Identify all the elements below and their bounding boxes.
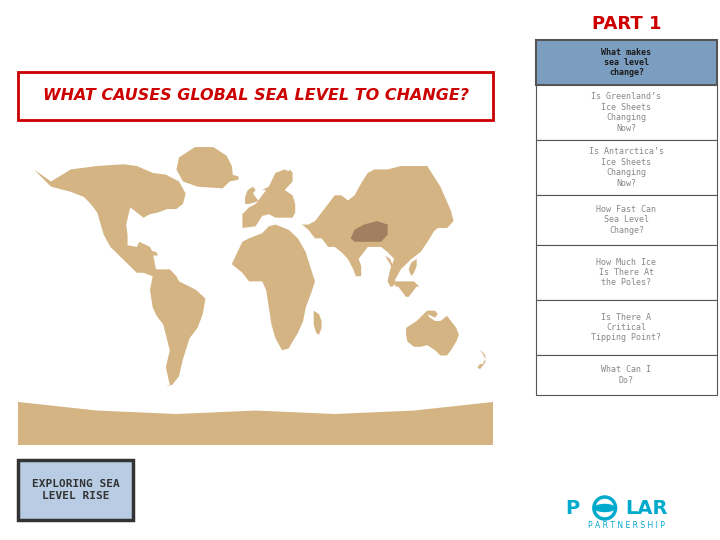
Bar bbox=[536, 40, 717, 85]
Bar bbox=[536, 195, 717, 245]
Polygon shape bbox=[262, 170, 292, 193]
Polygon shape bbox=[406, 310, 459, 355]
Bar bbox=[536, 300, 717, 355]
Text: EXPLORING SEA
LEVEL RISE: EXPLORING SEA LEVEL RISE bbox=[32, 479, 120, 501]
Text: LAR: LAR bbox=[625, 498, 667, 517]
Polygon shape bbox=[232, 225, 315, 350]
Text: P A R T N E R S H I P: P A R T N E R S H I P bbox=[588, 522, 665, 530]
Polygon shape bbox=[222, 174, 238, 181]
Text: Is There A
Critical
Tipping Point?: Is There A Critical Tipping Point? bbox=[591, 313, 662, 342]
Text: How Much Ice
Is There At
the Poles?: How Much Ice Is There At the Poles? bbox=[596, 258, 657, 287]
Bar bbox=[536, 355, 717, 395]
Polygon shape bbox=[245, 187, 258, 204]
Bar bbox=[536, 140, 717, 195]
Polygon shape bbox=[409, 259, 417, 276]
Polygon shape bbox=[385, 255, 395, 287]
Polygon shape bbox=[34, 164, 186, 276]
Polygon shape bbox=[314, 310, 322, 335]
Bar bbox=[536, 85, 717, 140]
Bar bbox=[536, 245, 717, 300]
Polygon shape bbox=[477, 350, 485, 369]
Polygon shape bbox=[351, 221, 387, 242]
Text: What Can I
Do?: What Can I Do? bbox=[601, 365, 652, 384]
Text: WHAT CAUSES GLOBAL SEA LEVEL TO CHANGE?: WHAT CAUSES GLOBAL SEA LEVEL TO CHANGE? bbox=[42, 89, 469, 104]
Ellipse shape bbox=[595, 504, 615, 511]
Text: P: P bbox=[565, 498, 580, 517]
Polygon shape bbox=[143, 251, 158, 255]
Text: How Fast Can
Sea Level
Change?: How Fast Can Sea Level Change? bbox=[596, 205, 657, 235]
Text: Is Antarctica’s
Ice Sheets
Changing
Now?: Is Antarctica’s Ice Sheets Changing Now? bbox=[589, 147, 664, 187]
Polygon shape bbox=[243, 170, 295, 228]
Polygon shape bbox=[387, 281, 419, 297]
Polygon shape bbox=[292, 166, 454, 281]
Polygon shape bbox=[346, 251, 361, 276]
Bar bbox=[18, 72, 493, 120]
Text: Is Greenland’s
Ice Sheets
Changing
Now?: Is Greenland’s Ice Sheets Changing Now? bbox=[591, 92, 662, 133]
Polygon shape bbox=[176, 147, 233, 188]
Text: PART 1: PART 1 bbox=[592, 15, 661, 33]
Polygon shape bbox=[150, 269, 205, 387]
Polygon shape bbox=[427, 214, 444, 235]
Polygon shape bbox=[18, 402, 493, 445]
Bar bbox=[18, 460, 133, 520]
Text: What makes
sea level
change?: What makes sea level change? bbox=[601, 48, 652, 77]
